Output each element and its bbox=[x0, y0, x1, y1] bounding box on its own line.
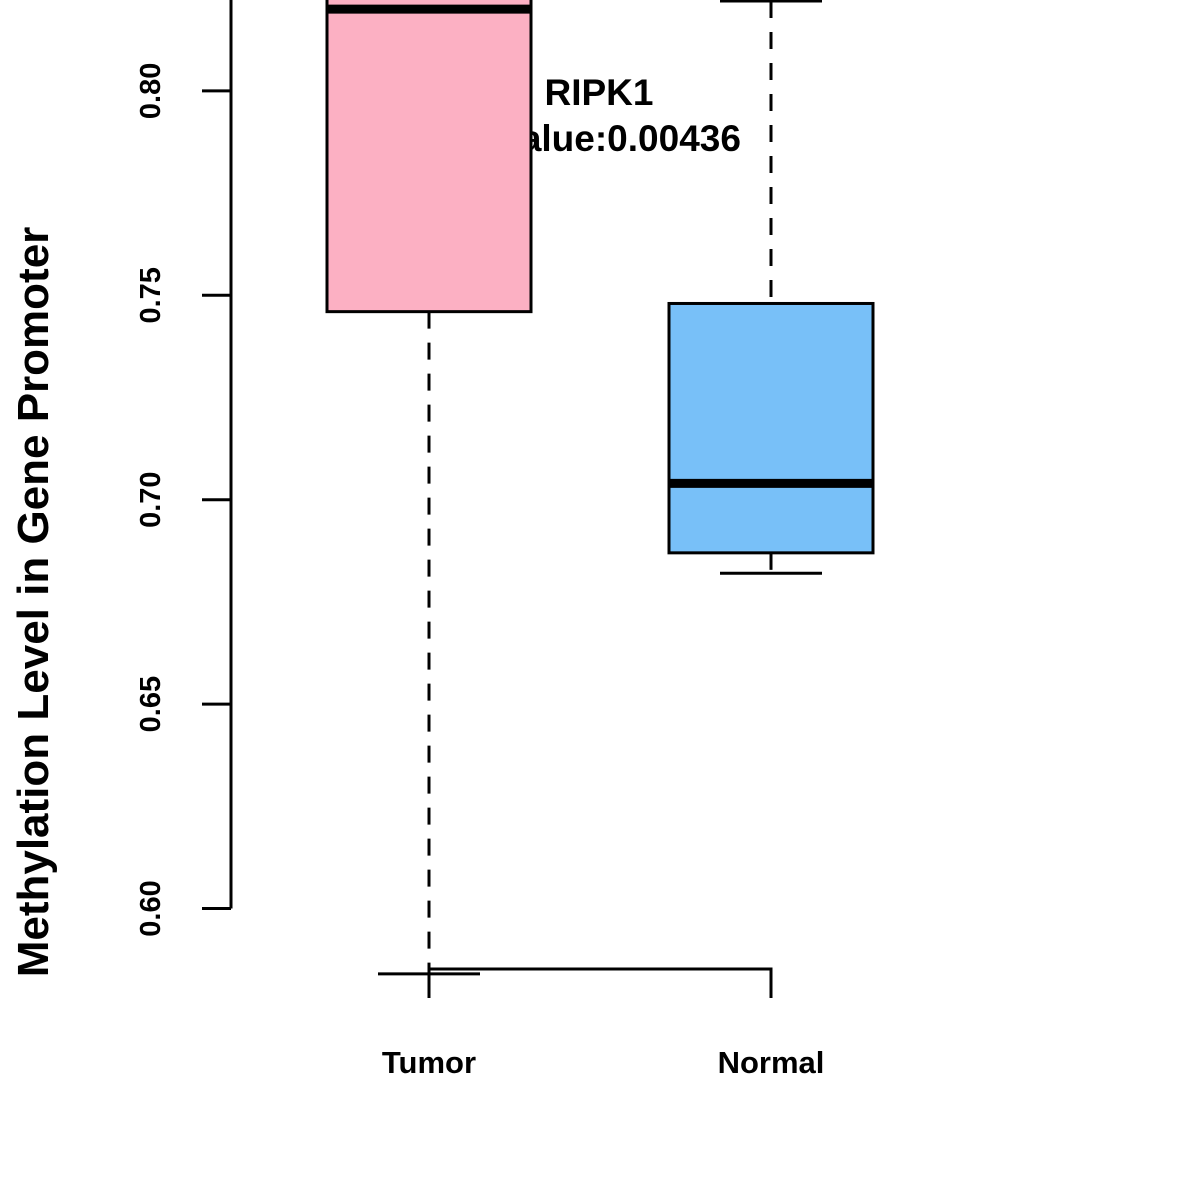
y-tick-label: 0.65 bbox=[135, 676, 167, 732]
y-axis-label: Methylation Level in Gene Promoter bbox=[9, 227, 58, 978]
x-axis-labels: Tumor Normal bbox=[382, 1045, 824, 1080]
box-tumor bbox=[325, 0, 533, 976]
x-label-normal: Normal bbox=[718, 1045, 825, 1080]
comparison-bracket bbox=[427, 967, 773, 998]
x-label-tumor: Tumor bbox=[382, 1045, 476, 1080]
box-normal bbox=[667, 0, 875, 575]
y-axis: 0.600.650.700.750.800.850.90 bbox=[135, 0, 233, 937]
y-tick-label: 0.80 bbox=[135, 63, 167, 119]
box-body bbox=[667, 301, 875, 555]
box-body bbox=[325, 0, 533, 314]
boxes bbox=[325, 0, 875, 976]
y-tick-label: 0.60 bbox=[135, 880, 167, 936]
y-tick-label: 0.70 bbox=[135, 471, 167, 527]
bracket-line bbox=[427, 967, 773, 998]
chart-title: RIPK1 bbox=[545, 72, 654, 113]
y-tick-label: 0.75 bbox=[135, 267, 167, 323]
